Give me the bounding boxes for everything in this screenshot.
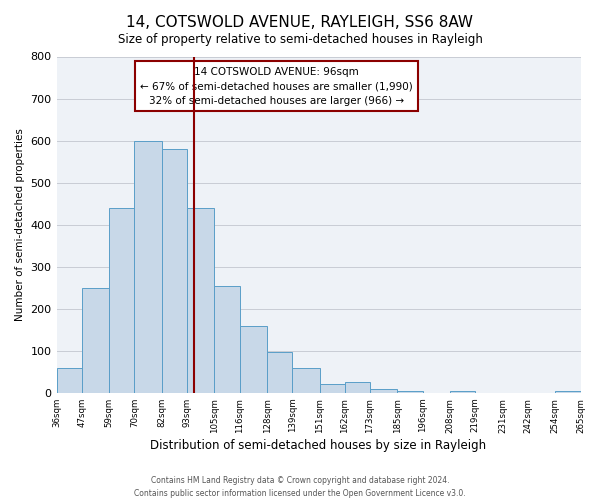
Bar	[370, 388, 397, 393]
Bar	[162, 149, 187, 393]
Bar	[56, 368, 82, 393]
Bar	[292, 368, 320, 393]
X-axis label: Distribution of semi-detached houses by size in Rayleigh: Distribution of semi-detached houses by …	[151, 440, 487, 452]
Bar	[109, 208, 134, 393]
Bar	[187, 208, 214, 393]
Bar	[320, 384, 345, 393]
Bar	[214, 286, 239, 393]
Bar	[450, 390, 475, 393]
Text: Contains HM Land Registry data © Crown copyright and database right 2024.
Contai: Contains HM Land Registry data © Crown c…	[134, 476, 466, 498]
Bar	[134, 140, 162, 393]
Text: Size of property relative to semi-detached houses in Rayleigh: Size of property relative to semi-detach…	[118, 32, 482, 46]
Text: 14, COTSWOLD AVENUE, RAYLEIGH, SS6 8AW: 14, COTSWOLD AVENUE, RAYLEIGH, SS6 8AW	[127, 15, 473, 30]
Y-axis label: Number of semi-detached properties: Number of semi-detached properties	[15, 128, 25, 321]
Bar	[397, 390, 422, 393]
Bar	[239, 326, 267, 393]
Bar	[556, 390, 581, 393]
Bar	[267, 352, 292, 393]
Bar	[82, 288, 109, 393]
Text: 14 COTSWOLD AVENUE: 96sqm
← 67% of semi-detached houses are smaller (1,990)
32% : 14 COTSWOLD AVENUE: 96sqm ← 67% of semi-…	[140, 66, 413, 106]
Bar	[345, 382, 370, 393]
